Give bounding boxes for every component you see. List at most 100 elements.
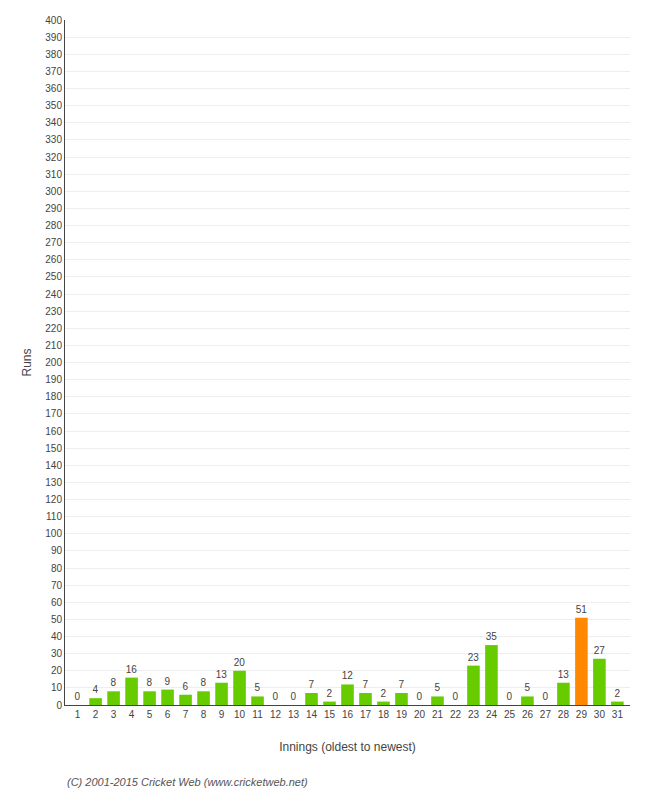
svg-text:16: 16 xyxy=(126,664,138,675)
svg-text:7: 7 xyxy=(362,679,368,690)
svg-text:35: 35 xyxy=(486,631,498,642)
svg-text:7: 7 xyxy=(183,709,189,720)
svg-text:2: 2 xyxy=(93,709,99,720)
svg-text:0: 0 xyxy=(416,691,422,702)
svg-text:220: 220 xyxy=(45,323,62,334)
svg-text:25: 25 xyxy=(504,709,516,720)
svg-text:18: 18 xyxy=(378,709,390,720)
svg-text:0: 0 xyxy=(506,691,512,702)
svg-text:8: 8 xyxy=(111,677,117,688)
svg-text:260: 260 xyxy=(45,254,62,265)
svg-text:24: 24 xyxy=(486,709,498,720)
svg-text:0: 0 xyxy=(291,691,297,702)
svg-text:15: 15 xyxy=(324,709,336,720)
svg-text:390: 390 xyxy=(45,32,62,43)
svg-text:51: 51 xyxy=(576,604,588,615)
svg-text:27: 27 xyxy=(540,709,552,720)
svg-text:300: 300 xyxy=(45,186,62,197)
svg-text:2: 2 xyxy=(380,688,386,699)
svg-text:100: 100 xyxy=(45,528,62,539)
svg-text:8: 8 xyxy=(201,709,207,720)
svg-text:14: 14 xyxy=(306,709,318,720)
svg-text:Runs: Runs xyxy=(20,348,34,376)
svg-text:10: 10 xyxy=(51,682,63,693)
svg-text:70: 70 xyxy=(51,580,63,591)
svg-text:5: 5 xyxy=(255,682,261,693)
svg-text:23: 23 xyxy=(468,652,480,663)
svg-text:5: 5 xyxy=(524,682,530,693)
svg-text:2: 2 xyxy=(327,688,333,699)
svg-text:110: 110 xyxy=(46,511,62,522)
svg-text:13: 13 xyxy=(558,669,570,680)
svg-text:200: 200 xyxy=(45,357,62,368)
svg-text:9: 9 xyxy=(219,709,225,720)
svg-text:130: 130 xyxy=(45,477,62,488)
svg-text:6: 6 xyxy=(165,709,171,720)
svg-text:230: 230 xyxy=(45,306,62,317)
svg-text:310: 310 xyxy=(45,169,62,180)
svg-text:290: 290 xyxy=(45,203,62,214)
svg-text:9: 9 xyxy=(165,676,171,687)
svg-text:350: 350 xyxy=(45,100,62,111)
svg-text:180: 180 xyxy=(45,391,62,402)
svg-text:0: 0 xyxy=(273,691,279,702)
svg-text:250: 250 xyxy=(45,271,62,282)
svg-text:13: 13 xyxy=(288,709,300,720)
svg-text:16: 16 xyxy=(342,709,354,720)
svg-text:40: 40 xyxy=(51,631,63,642)
svg-text:Innings (oldest to newest): Innings (oldest to newest) xyxy=(279,740,416,754)
svg-text:29: 29 xyxy=(576,709,588,720)
svg-text:190: 190 xyxy=(45,374,62,385)
svg-text:1: 1 xyxy=(75,709,81,720)
svg-text:12: 12 xyxy=(270,709,282,720)
svg-text:2: 2 xyxy=(614,688,620,699)
svg-text:4: 4 xyxy=(93,684,99,695)
svg-text:160: 160 xyxy=(45,426,62,437)
svg-text:370: 370 xyxy=(45,66,62,77)
svg-text:31: 31 xyxy=(612,709,624,720)
svg-text:6: 6 xyxy=(183,681,189,692)
svg-text:270: 270 xyxy=(45,237,62,248)
svg-text:30: 30 xyxy=(594,709,606,720)
svg-text:240: 240 xyxy=(45,289,62,300)
svg-text:340: 340 xyxy=(45,117,62,128)
svg-text:20: 20 xyxy=(414,709,426,720)
svg-text:120: 120 xyxy=(45,494,62,505)
svg-text:80: 80 xyxy=(51,563,63,574)
svg-text:5: 5 xyxy=(434,682,440,693)
svg-text:400: 400 xyxy=(45,15,62,26)
svg-text:150: 150 xyxy=(45,443,62,454)
svg-text:0: 0 xyxy=(56,700,62,711)
svg-text:12: 12 xyxy=(342,670,354,681)
svg-text:360: 360 xyxy=(45,83,62,94)
svg-text:0: 0 xyxy=(452,691,458,702)
svg-text:8: 8 xyxy=(147,677,153,688)
svg-text:4: 4 xyxy=(129,709,135,720)
svg-text:210: 210 xyxy=(45,340,62,351)
svg-text:20: 20 xyxy=(51,665,63,676)
svg-text:140: 140 xyxy=(45,460,62,471)
svg-text:0: 0 xyxy=(542,691,548,702)
svg-text:23: 23 xyxy=(468,709,480,720)
svg-text:19: 19 xyxy=(396,709,408,720)
svg-text:7: 7 xyxy=(309,679,315,690)
svg-text:380: 380 xyxy=(45,49,62,60)
svg-text:5: 5 xyxy=(147,709,153,720)
svg-text:(C) 2001-2015 Cricket Web (www: (C) 2001-2015 Cricket Web (www.cricketwe… xyxy=(67,776,308,788)
svg-text:26: 26 xyxy=(522,709,534,720)
svg-text:320: 320 xyxy=(45,152,62,163)
svg-text:3: 3 xyxy=(111,709,117,720)
svg-text:0: 0 xyxy=(75,691,81,702)
svg-text:28: 28 xyxy=(558,709,570,720)
svg-text:330: 330 xyxy=(45,134,62,145)
svg-text:90: 90 xyxy=(51,545,63,556)
svg-text:170: 170 xyxy=(45,408,62,419)
svg-text:8: 8 xyxy=(201,677,207,688)
svg-text:27: 27 xyxy=(594,645,606,656)
svg-text:7: 7 xyxy=(398,679,404,690)
svg-text:17: 17 xyxy=(360,709,372,720)
svg-text:10: 10 xyxy=(234,709,246,720)
svg-text:21: 21 xyxy=(432,709,444,720)
svg-text:20: 20 xyxy=(234,657,246,668)
svg-text:60: 60 xyxy=(51,597,63,608)
